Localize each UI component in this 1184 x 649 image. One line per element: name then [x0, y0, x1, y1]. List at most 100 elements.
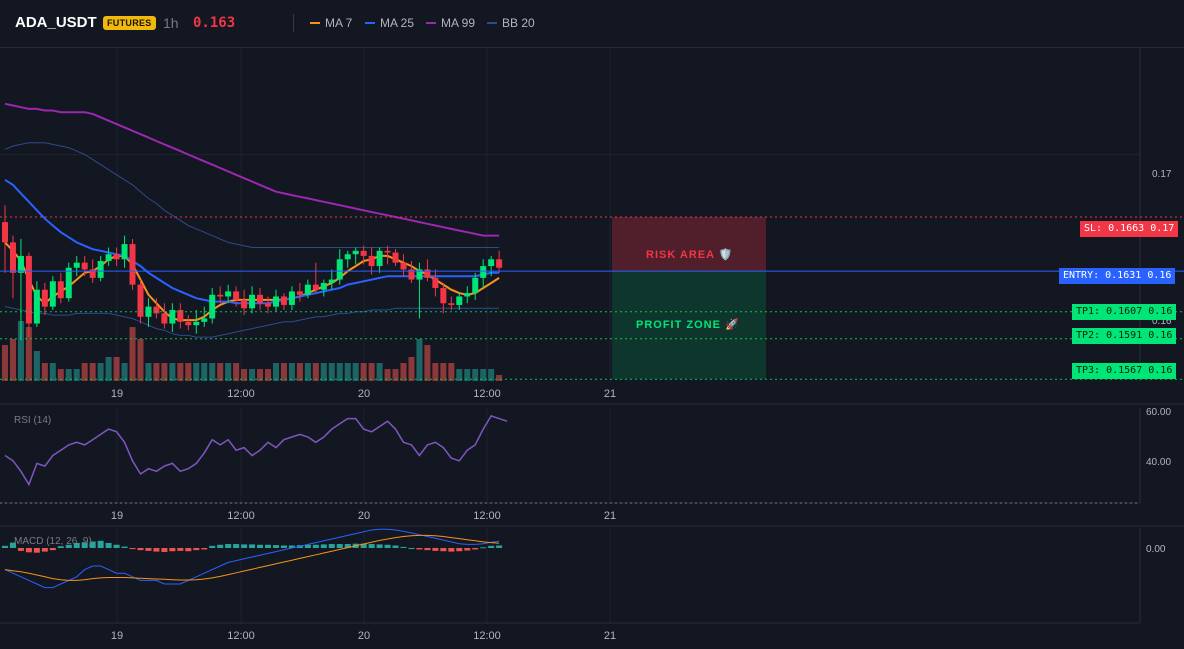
timeframe-label[interactable]: 1h — [163, 15, 179, 31]
macd-histogram-bar — [384, 544, 391, 548]
macd-title: MACD (12, 26, 9) — [14, 536, 92, 547]
macd-histogram-bar — [360, 543, 367, 548]
entry-value: ENTRY: 0.1631 — [1063, 270, 1142, 281]
volume-bar — [185, 363, 192, 381]
volume-bar — [328, 363, 335, 381]
macd-histogram-bar — [272, 545, 279, 548]
volume-bar — [201, 363, 208, 381]
volume-bar — [312, 363, 319, 381]
macd-histogram-bar — [488, 545, 495, 548]
volume-bar — [129, 327, 136, 381]
macd-histogram-bar — [193, 548, 200, 551]
time-tick: 21 — [603, 630, 617, 642]
volume-bar — [257, 369, 264, 381]
macd-histogram-bar — [89, 541, 96, 548]
candle-body — [97, 260, 104, 278]
candle-body — [113, 254, 120, 260]
volume-bar — [73, 369, 80, 381]
volume-bar — [424, 345, 431, 381]
macd-histogram-bar — [432, 548, 439, 551]
candle-body — [257, 294, 264, 304]
candle-body — [81, 262, 88, 270]
candle-body — [344, 254, 351, 260]
header-divider — [293, 14, 294, 32]
volume-bar — [57, 369, 64, 381]
legend-ma25[interactable]: MA 25 — [365, 16, 414, 30]
macd-histogram-bar — [416, 548, 423, 550]
sl-label: SL: 0.1663 0.17 — [1080, 221, 1179, 237]
macd-histogram-bar — [113, 544, 120, 548]
volume-bar — [336, 363, 343, 381]
candle-body — [49, 281, 56, 307]
macd-histogram-bar — [400, 546, 407, 548]
series-line-bb-20-upper — [4, 142, 500, 248]
macd-histogram-bar — [336, 544, 343, 548]
macd-histogram-bar — [73, 542, 80, 548]
legend-ma7[interactable]: MA 7 — [310, 16, 352, 30]
macd-histogram-bar — [169, 548, 176, 552]
macd-histogram-bar — [249, 544, 256, 548]
volume-bar — [456, 369, 463, 381]
volume-bar — [408, 357, 415, 381]
time-tick: 20 — [357, 388, 371, 400]
tp3-value: TP3: 0.1567 — [1076, 365, 1143, 376]
legend-ma99[interactable]: MA 99 — [426, 16, 475, 30]
macd-histogram-bar — [49, 548, 56, 551]
candle-body — [25, 255, 32, 324]
entry-label: ENTRY: 0.1631 0.16 — [1059, 268, 1176, 284]
tp3-label: TP3: 0.1567 0.16 — [1072, 363, 1177, 379]
macd-histogram-bar — [137, 548, 144, 551]
tp2-value: TP2: 0.1591 — [1076, 330, 1143, 341]
time-tick: 21 — [603, 510, 617, 522]
candle-body — [177, 310, 184, 322]
candle-body — [352, 250, 359, 255]
time-tick: 12:00 — [473, 388, 501, 400]
volume-bar — [368, 363, 375, 381]
macd-histogram-bar — [464, 548, 471, 551]
time-tick: 12:00 — [227, 510, 255, 522]
candle-body — [249, 294, 256, 309]
candle-body — [2, 222, 8, 243]
volume-bar — [41, 363, 48, 381]
candle-body — [225, 291, 232, 297]
series-line-ma-25 — [4, 178, 500, 305]
macd-line — [4, 528, 500, 589]
macd-histogram-bar — [448, 548, 455, 552]
candle-body — [432, 277, 439, 289]
candle-body — [376, 250, 383, 267]
volume-bar — [233, 363, 240, 381]
volume-bar — [480, 369, 487, 381]
volume-bar — [25, 327, 32, 381]
macd-histogram-bar — [424, 548, 431, 551]
time-tick: 12:00 — [473, 630, 501, 642]
candle-body — [233, 291, 240, 300]
legend-bb20[interactable]: BB 20 — [487, 16, 535, 30]
risk-area-label: RISK AREA 🛡️ — [646, 249, 734, 261]
volume-bar — [193, 363, 200, 381]
macd-histogram-bar — [368, 544, 375, 548]
volume-bar — [280, 363, 287, 381]
macd-histogram-bar — [25, 548, 32, 553]
macd-histogram-bar — [440, 548, 447, 552]
symbol-label[interactable]: ADA_USDT — [15, 14, 97, 31]
macd-histogram-bar — [496, 545, 503, 548]
volume-bar — [432, 363, 439, 381]
sl-axis: 0.17 — [1150, 223, 1175, 234]
volume-bar — [352, 363, 359, 381]
volume-bar — [472, 369, 479, 381]
candle-body — [280, 296, 287, 305]
volume-bar — [448, 363, 455, 381]
candle-body — [288, 291, 295, 305]
macd-histogram-bar — [241, 544, 248, 548]
volume-bar — [464, 369, 471, 381]
macd-histogram-bar — [257, 544, 264, 548]
macd-histogram-bar — [304, 544, 311, 548]
macd-histogram-bar — [153, 548, 160, 552]
volume-bar — [49, 363, 56, 381]
candle-body — [121, 244, 128, 260]
candle-body — [384, 250, 391, 253]
macd-histogram-bar — [81, 542, 88, 548]
candle-body — [312, 284, 319, 290]
candle-body — [129, 244, 136, 285]
